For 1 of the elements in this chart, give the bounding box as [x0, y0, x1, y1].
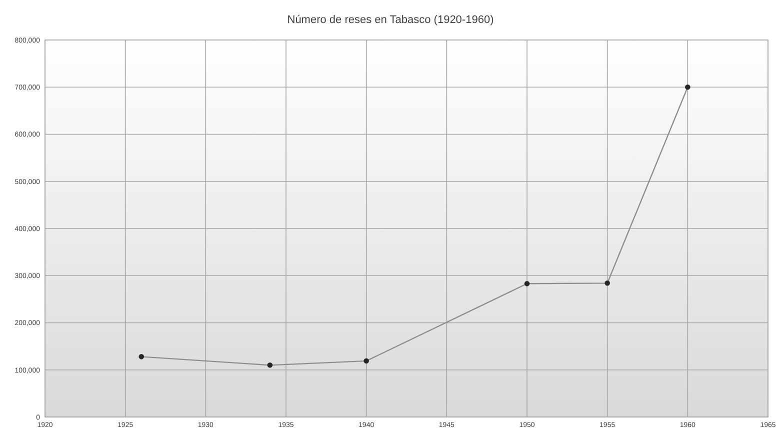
chart-title: Número de reses en Tabasco (1920-1960)	[287, 14, 494, 26]
